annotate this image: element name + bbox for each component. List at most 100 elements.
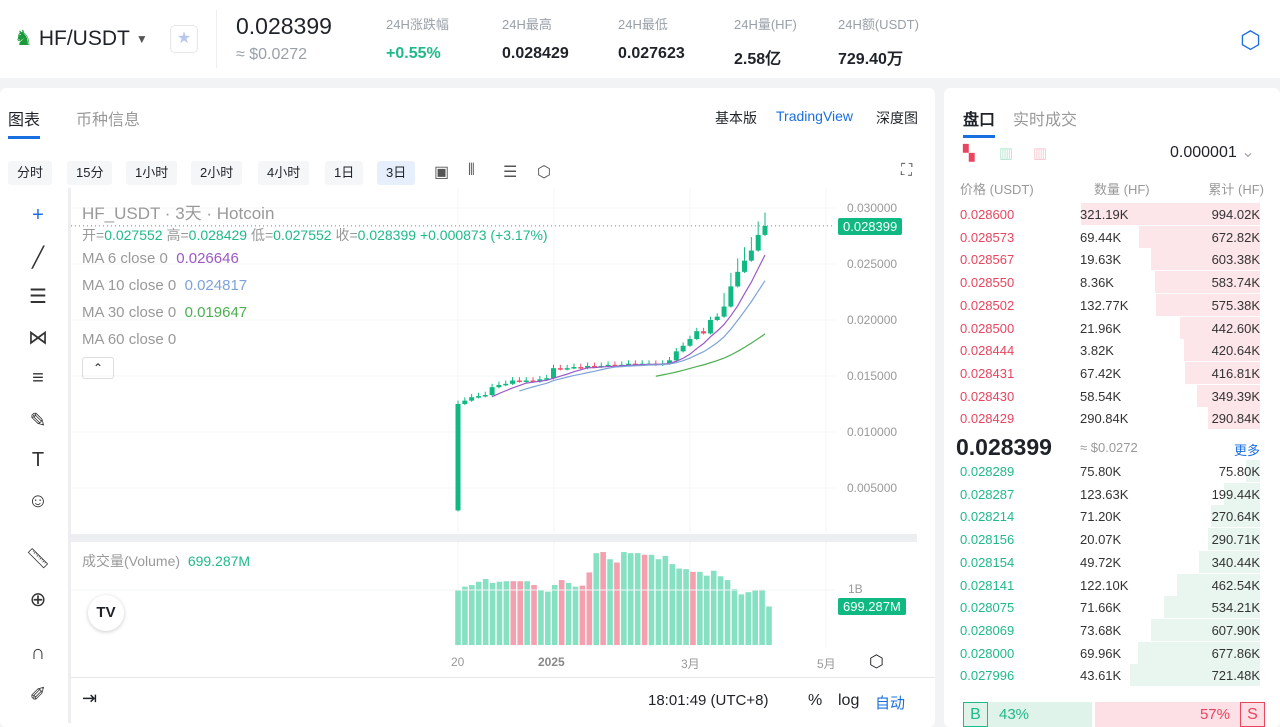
amount: 69.96K [1080,645,1122,661]
asks-row[interactable]: 0.028600 321.19K 994.02K [944,203,1280,226]
depth-bar [1211,505,1260,528]
candle [530,380,536,382]
tab-trades[interactable]: 实时成交 [1013,112,1078,129]
pair-name: HF/USDT [38,26,130,50]
total: 603.38K [1211,252,1260,268]
bids-row[interactable]: 0.028154 49.72K 340.44K [944,550,1280,574]
lock-drawing-icon[interactable]: ✐ [29,684,47,706]
candle [510,380,516,384]
bids-row[interactable]: 0.028156 20.07K 290.71K [944,528,1280,551]
zoom-in-icon[interactable]: ⊕ [29,589,47,611]
bids-row[interactable]: 0.028069 73.68K 607.90K [944,618,1280,642]
ruler-icon[interactable]: 📏︎ [25,548,51,570]
candle-type-icon[interactable]: ⫴ [468,162,475,179]
asks-row[interactable]: 0.028430 58.54K 349.39K [944,384,1280,408]
interval-3d[interactable]: 3日 [377,161,416,185]
amount: 73.68K [1080,622,1122,638]
bids-row[interactable]: 0.028075 71.66K 534.21K [944,596,1280,619]
indicator-icon[interactable]: ▣ [434,164,450,181]
volume-bar [766,606,772,645]
book-both-icon[interactable]: ▚ [963,145,975,162]
caret-down-icon: ▼ [135,31,148,46]
interval-1d[interactable]: 1日 [325,161,364,185]
ohlc-legend: 开=0.027552 高=0.028429 低=0.027552 收=0.028… [82,227,548,243]
bids-row[interactable]: 0.028287 123.63K 199.44K [944,482,1280,506]
log-toggle[interactable]: log [838,692,860,709]
depth-bar [1138,225,1260,248]
last-price: 0.028399 [236,13,332,39]
interval-2h[interactable]: 2小时 [191,161,243,185]
precision-select[interactable]: 0.000001 ⌄ [1170,144,1255,161]
favorite-star-icon[interactable]: ★ [170,25,198,53]
prediction-icon[interactable]: ≡ [32,367,44,389]
stat-change: 24H涨跌幅 +0.55% [386,17,449,62]
view-basic[interactable]: 基本版 [715,110,757,126]
clock-time[interactable]: 18:01:49 (UTC+8) [648,692,769,709]
percent-toggle[interactable]: % [808,692,823,709]
asks-row[interactable]: 0.028500 21.96K 442.60K [944,316,1280,340]
fib-lines-icon[interactable]: ☰ [29,286,47,308]
depth-bar [1246,460,1260,482]
tab-coin-info[interactable]: 币种信息 [76,112,141,129]
list-icon[interactable]: ☰ [503,164,518,181]
more-link[interactable]: 更多 [1233,443,1260,458]
trendline-icon[interactable]: ╱ [31,247,45,269]
interval-15m[interactable]: 15分 [67,161,113,185]
total: 534.21K [1211,600,1260,616]
volume-bar [717,576,724,645]
total: 575.38K [1211,297,1260,313]
amount: 58.54K [1080,388,1122,404]
candle [701,331,707,334]
asks-row[interactable]: 0.028567 19.63K 603.38K [944,248,1280,271]
view-depth[interactable]: 深度图 [876,110,918,126]
book-asks-icon[interactable]: ▥ [1033,145,1048,162]
text-icon[interactable]: T [31,449,45,471]
tab-orderbook[interactable]: 盘口 [963,106,996,138]
magnet-icon[interactable]: ∩ [30,642,46,664]
depth-bar [1176,573,1260,596]
price-chart[interactable] [0,88,935,727]
pair-selector[interactable]: ♞ HF/USDT ▼ [14,26,148,51]
view-tradingview[interactable]: TradingView [776,108,854,124]
date-range-icon[interactable]: ⇥ [82,688,98,708]
asks-row[interactable]: 0.028573 69.44K 672.82K [944,225,1280,249]
book-bids-icon[interactable]: ▥ [999,145,1014,162]
price: 0.028500 [960,320,1015,336]
asks-row[interactable]: 0.028431 67.42K 416.81K [944,361,1280,385]
crosshair-icon[interactable]: + [32,204,44,226]
fullscreen-icon[interactable]: ⛶ [901,162,913,179]
tradingview-logo-icon[interactable]: TV [88,595,124,631]
candle [551,368,557,379]
axis-settings-icon[interactable]: ⬡ [869,652,884,671]
asks-row[interactable]: 0.028502 132.77K 575.38K [944,293,1280,317]
interval-4h[interactable]: 4小时 [258,161,310,185]
asks-row[interactable]: 0.028429 290.84K 290.84K [944,407,1280,430]
bids-row[interactable]: 0.027996 43.61K 721.48K [944,664,1280,687]
brush-icon[interactable]: ✎ [29,410,47,432]
tab-chart[interactable]: 图表 [8,106,41,139]
bids-row[interactable]: 0.028214 71.20K 270.64K [944,505,1280,528]
auto-toggle[interactable]: 自动 [875,695,906,712]
bids-row[interactable]: 0.028289 75.80K 75.80K [944,460,1280,483]
volume-bar [704,575,710,645]
settings-hex-icon[interactable]: ⬡ [1240,27,1261,54]
stat-volume: 24H量(HF) 2.58亿 [734,17,797,68]
interval-1h[interactable]: 1小时 [126,161,178,185]
volume-legend: 成交量(Volume) 699.287M [82,553,251,569]
chart-settings-icon[interactable]: ⬡ [537,164,551,181]
price-tick: 0.005000 [847,481,898,495]
pattern-icon[interactable]: ⋈ [28,327,48,349]
interval-time[interactable]: 分时 [8,161,53,185]
volume-bar [572,586,579,645]
asks-row[interactable]: 0.028550 8.36K 583.74K [944,271,1280,294]
asks-row[interactable]: 0.028444 3.82K 420.64K [944,339,1280,362]
price: 0.028289 [960,464,1015,479]
total: 583.74K [1211,275,1260,291]
collapse-legend-button[interactable]: ⌃ [82,357,114,379]
sell-ratio-bar: 57% S [1095,702,1265,727]
emoji-icon[interactable]: ☺ [27,490,49,512]
bids-row[interactable]: 0.028141 122.10K 462.54K [944,573,1280,597]
amount: 49.72K [1080,554,1122,570]
bids-row[interactable]: 0.028000 69.96K 677.86K [944,641,1280,665]
amount: 3.82K [1080,343,1114,359]
